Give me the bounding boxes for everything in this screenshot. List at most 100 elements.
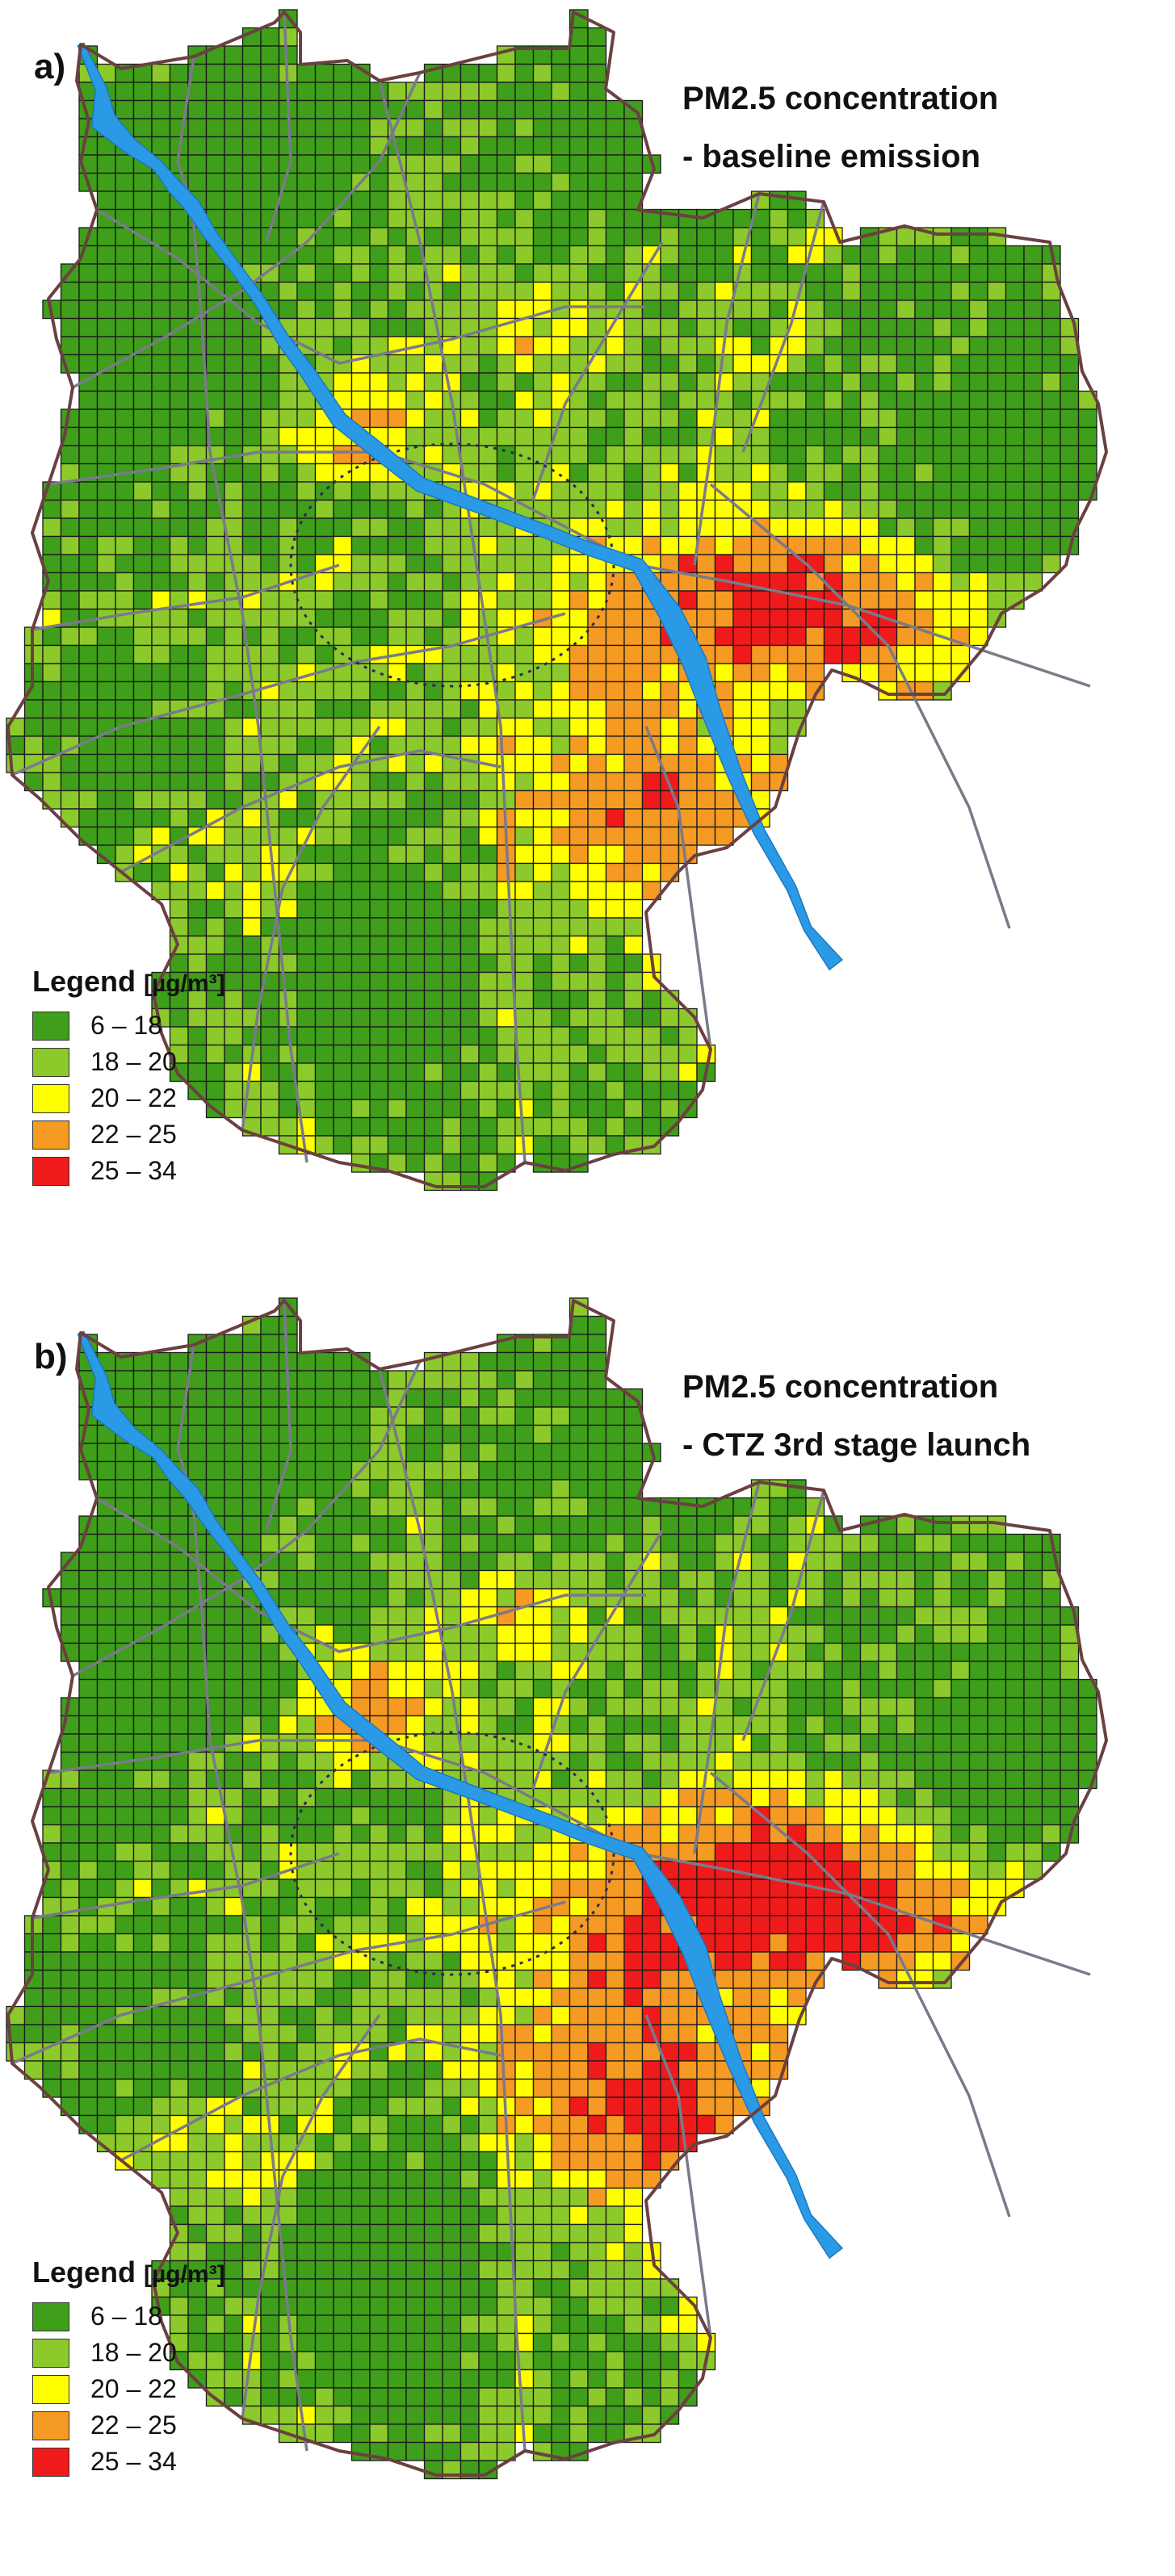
grid-cell <box>278 790 298 810</box>
grid-cell <box>205 1351 225 1372</box>
grid-cell <box>569 1460 589 1481</box>
grid-cell <box>551 2223 571 2243</box>
grid-cell <box>1023 1624 1043 1644</box>
grid-cell <box>841 1642 862 1662</box>
grid-cell <box>641 1824 661 1844</box>
grid-cell <box>787 1697 807 1717</box>
grid-cell <box>678 445 698 465</box>
grid-cell <box>605 1388 625 1408</box>
grid-cell <box>169 735 189 756</box>
grid-cell <box>587 590 607 610</box>
grid-cell <box>60 336 80 356</box>
grid-cell <box>387 372 407 392</box>
grid-cell <box>641 663 661 683</box>
grid-cell <box>369 608 389 628</box>
grid-cell <box>987 245 1007 265</box>
grid-cell <box>224 336 244 356</box>
grid-cell <box>442 99 462 119</box>
grid-cell <box>350 2314 371 2335</box>
grid-cell <box>96 1678 116 1698</box>
grid-cell <box>569 699 589 719</box>
grid-cell <box>641 2133 661 2153</box>
grid-cell <box>132 2060 153 2080</box>
grid-cell <box>896 517 916 538</box>
grid-cell <box>333 2151 353 2171</box>
grid-cell <box>132 1661 153 1681</box>
grid-cell <box>333 2096 353 2117</box>
grid-cell <box>678 354 698 374</box>
grid-cell <box>151 2005 171 2025</box>
road-line <box>741 201 825 453</box>
grid-cell <box>696 1515 716 1535</box>
grid-cell <box>169 1515 189 1535</box>
grid-cell <box>987 336 1007 356</box>
grid-cell <box>132 1569 153 1590</box>
grid-cell <box>296 1606 317 1626</box>
grid-cell <box>387 517 407 538</box>
grid-cell <box>551 281 571 301</box>
grid-cell <box>859 590 879 610</box>
grid-cell <box>369 1460 389 1481</box>
grid-cell <box>333 2078 353 2098</box>
grid-cell <box>350 1116 371 1137</box>
grid-cell <box>532 1569 552 1590</box>
grid-cell <box>442 1987 462 2008</box>
grid-cell <box>841 1806 862 1826</box>
grid-cell <box>514 535 535 555</box>
grid-cell <box>878 535 898 555</box>
grid-cell <box>478 990 498 1010</box>
grid-cell <box>587 808 607 828</box>
grid-cell <box>678 1806 698 1826</box>
grid-cell <box>132 208 153 228</box>
grid-cell <box>496 2060 516 2080</box>
grid-cell <box>932 499 952 519</box>
grid-cell <box>769 1533 789 1553</box>
grid-cell <box>968 1806 988 1826</box>
grid-cell <box>805 281 825 301</box>
grid-cell <box>551 2278 571 2298</box>
grid-cell <box>514 2114 535 2134</box>
grid-cell <box>660 735 680 756</box>
grid-cell <box>241 118 262 138</box>
grid-cell <box>224 1770 244 1790</box>
grid-cell <box>296 1080 317 1100</box>
grid-cell <box>333 2223 353 2243</box>
grid-cell <box>442 1515 462 1535</box>
grid-cell <box>859 1879 879 1899</box>
grid-cell <box>187 790 208 810</box>
grid-cell <box>569 1533 589 1553</box>
grid-cell <box>514 1824 535 1844</box>
grid-cell <box>987 372 1007 392</box>
grid-cell <box>260 1388 280 1408</box>
grid-cell <box>78 354 99 374</box>
grid-cell <box>423 1697 443 1717</box>
grid-cell <box>987 572 1007 592</box>
grid-cell <box>551 372 571 392</box>
grid-cell <box>151 426 171 446</box>
grid-cell <box>823 1606 843 1626</box>
grid-cell <box>460 445 480 465</box>
grid-cell <box>696 1606 716 1626</box>
grid-cell <box>623 808 644 828</box>
grid-cell <box>442 1697 462 1717</box>
grid-cell <box>914 299 934 320</box>
grid-cell <box>241 463 262 483</box>
grid-cell <box>696 499 716 519</box>
grid-cell <box>532 2314 552 2335</box>
grid-cell <box>587 2187 607 2207</box>
grid-cell <box>350 1099 371 1119</box>
grid-cell <box>278 45 298 65</box>
grid-cell <box>278 753 298 773</box>
grid-cell <box>205 154 225 174</box>
grid-cell <box>96 517 116 538</box>
grid-cell <box>514 2060 535 2080</box>
grid-cell <box>460 408 480 429</box>
grid-cell <box>78 1606 99 1626</box>
grid-cell <box>641 1678 661 1698</box>
grid-cell <box>96 1951 116 1971</box>
grid-cell <box>151 663 171 683</box>
grid-cell <box>714 245 734 265</box>
grid-cell <box>551 844 571 865</box>
grid-cell <box>278 1116 298 1137</box>
grid-cell <box>460 1569 480 1590</box>
